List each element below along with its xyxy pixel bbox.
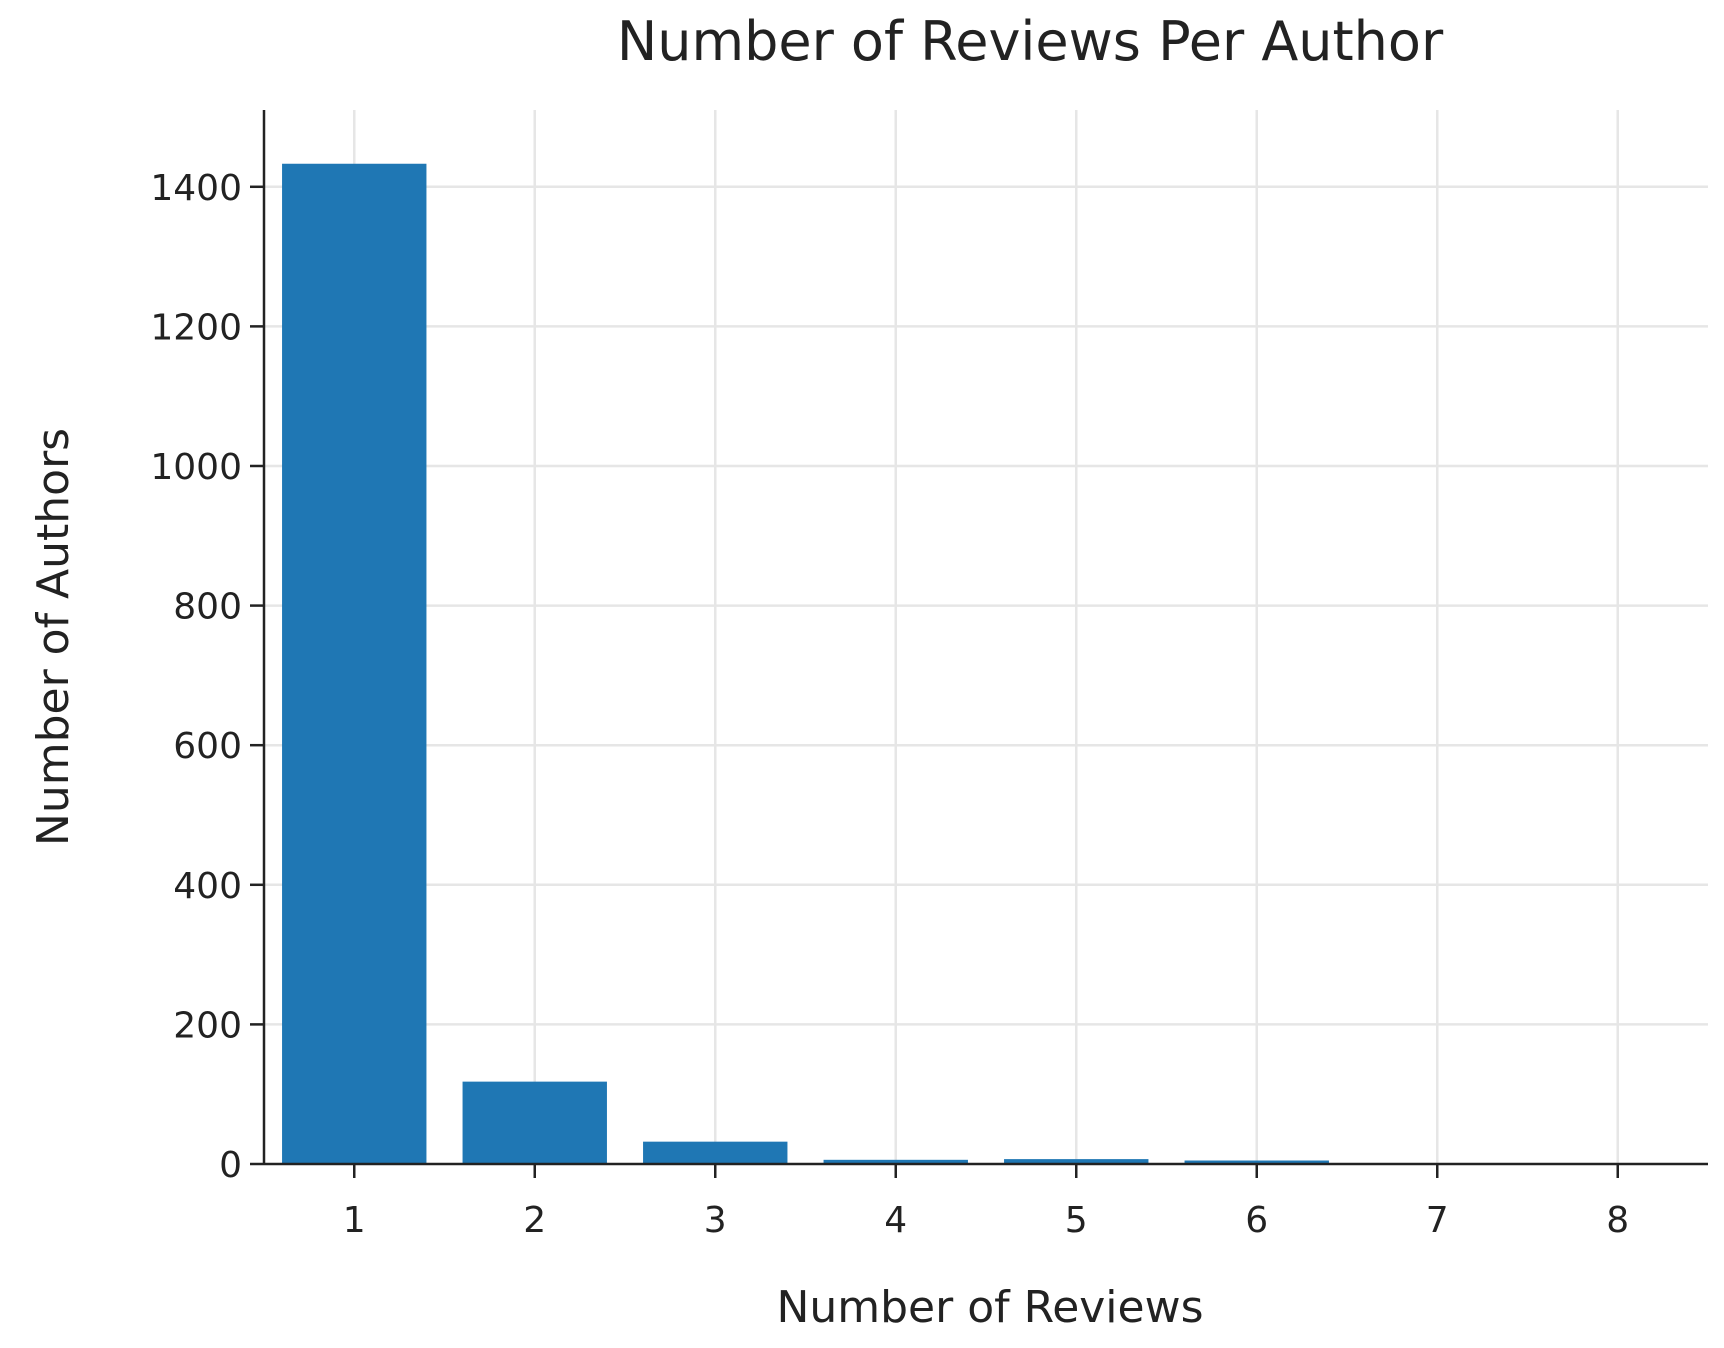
x-tick-label: 1 xyxy=(343,1200,366,1241)
y-tick-label: 1000 xyxy=(150,447,242,488)
x-tick-label: 7 xyxy=(1426,1200,1449,1241)
y-tick-label: 1200 xyxy=(150,307,242,348)
bar-3 xyxy=(643,1141,788,1164)
x-tick-label: 6 xyxy=(1245,1200,1268,1241)
bar-2 xyxy=(462,1081,607,1164)
grid-lines xyxy=(264,110,1708,1164)
y-tick-label: 200 xyxy=(173,1005,242,1046)
bars xyxy=(282,163,1690,1165)
x-tick-label: 4 xyxy=(884,1200,907,1241)
bar-5 xyxy=(1004,1159,1149,1164)
x-tick-label: 8 xyxy=(1606,1200,1629,1241)
x-axis-ticks: 1 2 3 4 5 6 7 8 xyxy=(343,1164,1629,1241)
bar-6 xyxy=(1184,1160,1329,1164)
bar-1 xyxy=(282,163,427,1165)
y-axis-ticks: 0 200 400 600 800 1000 1200 1400 xyxy=(150,168,264,1186)
y-tick-label: 800 xyxy=(173,587,242,628)
x-axis-title: Number of Reviews xyxy=(776,1282,1203,1333)
y-tick-label: 1400 xyxy=(150,168,242,209)
x-tick-label: 5 xyxy=(1065,1200,1088,1241)
y-tick-label: 600 xyxy=(173,726,242,767)
y-tick-label: 400 xyxy=(173,866,242,907)
y-axis-title: Number of Authors xyxy=(28,428,79,846)
y-tick-label: 0 xyxy=(219,1145,242,1186)
bar-4 xyxy=(823,1159,968,1164)
x-tick-label: 2 xyxy=(523,1200,546,1241)
x-tick-label: 3 xyxy=(704,1200,727,1241)
chart-title: Number of Reviews Per Author xyxy=(617,10,1444,73)
axes xyxy=(262,110,1708,1166)
